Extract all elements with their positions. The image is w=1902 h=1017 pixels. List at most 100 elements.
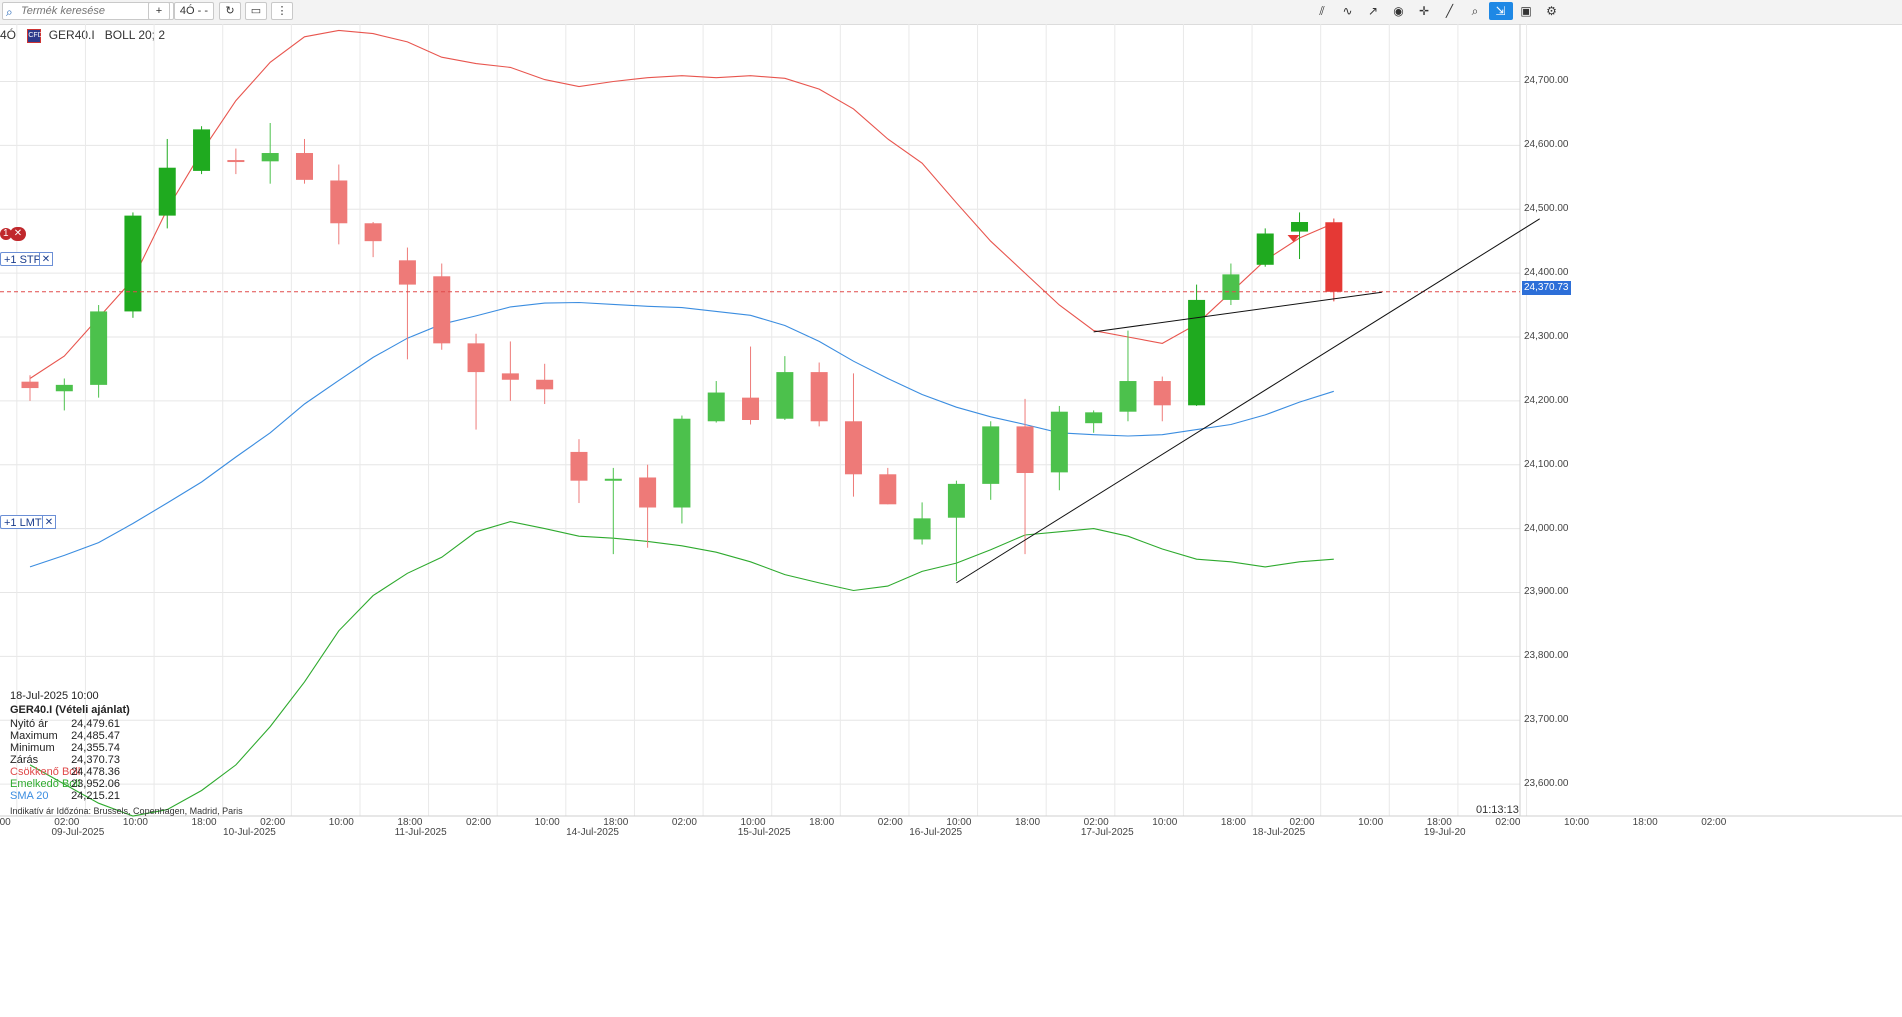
candle bbox=[1188, 284, 1206, 406]
candle-body bbox=[810, 372, 828, 422]
candle-body bbox=[1085, 412, 1103, 424]
x-time-label: 02:00 bbox=[466, 817, 492, 828]
cancel-all-orders-icon[interactable]: ✕ bbox=[10, 227, 26, 241]
timeframe-selector[interactable]: 4Ó - - bbox=[174, 2, 214, 20]
candle bbox=[1085, 410, 1103, 433]
x-time-label: 18:00 bbox=[397, 817, 423, 828]
candle bbox=[1119, 330, 1137, 422]
limit-order-tag[interactable]: +1 LMT bbox=[0, 515, 46, 529]
x-time-label: 10:00 bbox=[946, 817, 972, 828]
candle-body bbox=[227, 160, 245, 163]
x-time-label: 18:00 bbox=[0, 817, 11, 828]
stop-order-close-icon[interactable]: ✕ bbox=[39, 252, 53, 266]
candle bbox=[1325, 218, 1343, 302]
y-tick-label: 24,100.00 bbox=[1524, 458, 1569, 470]
x-time-label: 10:00 bbox=[740, 817, 766, 828]
alert-marker bbox=[1287, 234, 1300, 242]
x-time-label: 10:00 bbox=[1358, 817, 1384, 828]
camera-icon[interactable]: ▣ bbox=[1520, 4, 1532, 18]
x-time-label: 18:00 bbox=[191, 817, 217, 828]
candle-body bbox=[1188, 299, 1206, 406]
candle bbox=[433, 263, 451, 350]
settings-icon[interactable]: ⚙ bbox=[1546, 4, 1557, 18]
candle bbox=[21, 375, 39, 401]
candle bbox=[776, 356, 794, 420]
candle bbox=[261, 123, 279, 184]
x-time-label: 18:00 bbox=[1220, 817, 1246, 828]
x-time-label: 02:00 bbox=[260, 817, 286, 828]
order-count-badge[interactable]: 1 bbox=[0, 228, 12, 240]
candle bbox=[982, 421, 1000, 500]
legend-instrument[interactable]: GER40.I bbox=[48, 28, 95, 42]
info-row-label: Zárás bbox=[10, 754, 39, 766]
crosshair-icon[interactable]: ✛ bbox=[1418, 4, 1430, 18]
x-time-label: 10:00 bbox=[1564, 817, 1590, 828]
x-time-label: 10:00 bbox=[534, 817, 560, 828]
candle-body bbox=[604, 478, 622, 481]
refresh-button[interactable]: ↻ bbox=[219, 2, 241, 20]
x-time-label: 02:00 bbox=[54, 817, 80, 828]
candle bbox=[1256, 228, 1274, 267]
candle bbox=[810, 362, 828, 427]
candle-body bbox=[639, 477, 657, 508]
candle-body bbox=[844, 421, 862, 475]
zoom-icon[interactable]: ⌕ bbox=[1471, 4, 1479, 18]
y-tick-label: 24,400.00 bbox=[1524, 267, 1569, 279]
x-time-label: 02:00 bbox=[671, 817, 697, 828]
candle-body bbox=[1119, 381, 1137, 412]
candle bbox=[1153, 376, 1171, 422]
product-search[interactable]: ⌕ bbox=[2, 2, 174, 20]
info-row-label: Csökkenő Boll bbox=[10, 766, 81, 778]
candle bbox=[467, 333, 485, 430]
candle bbox=[1016, 398, 1034, 555]
add-button[interactable]: + bbox=[148, 2, 170, 20]
cfd-badge: CFD bbox=[27, 28, 43, 43]
candle bbox=[398, 247, 416, 360]
info-row-label: Nyitó ár bbox=[10, 718, 48, 730]
info-row: Nyitó ár 24,479.61 bbox=[10, 718, 120, 730]
candle bbox=[124, 212, 142, 318]
chart-type-button[interactable]: ▭ bbox=[245, 2, 267, 20]
bar-chart-icon[interactable]: ⫽ bbox=[1319, 4, 1325, 18]
candle bbox=[1222, 263, 1240, 306]
draw-line-icon[interactable]: ↗ bbox=[1367, 4, 1379, 18]
info-row-value: 24,479.61 bbox=[71, 718, 120, 730]
candle-body bbox=[776, 372, 794, 419]
candle-body bbox=[879, 474, 897, 505]
candle bbox=[1291, 212, 1309, 260]
search-input[interactable] bbox=[21, 4, 171, 18]
candle-body bbox=[21, 381, 39, 389]
candle-body bbox=[1325, 222, 1343, 292]
info-title: GER40.I (Vételi ajánlat) bbox=[10, 704, 130, 716]
top-toolbar: ⌕ + 4Ó - - ↻ ▭ ⋮ ⫽ ∿ ↗ ◉ ✛ ╱ ⌕ ⇲ ▣ ⚙ bbox=[0, 0, 1902, 25]
candle bbox=[1050, 405, 1068, 491]
info-row-value: 24,215.21 bbox=[71, 790, 120, 802]
x-time-label: 02:00 bbox=[1495, 817, 1521, 828]
x-time-label: 18:00 bbox=[1015, 817, 1041, 828]
x-time-label: 18:00 bbox=[1632, 817, 1658, 828]
info-row: Minimum 24,355.74 bbox=[10, 742, 120, 754]
info-row-value: 24,355.74 bbox=[71, 742, 120, 754]
candle-body bbox=[90, 311, 108, 385]
info-row: Zárás 24,370.73 bbox=[10, 754, 120, 766]
eye-icon[interactable]: ◉ bbox=[1393, 4, 1404, 18]
bollinger-bands bbox=[29, 29, 1335, 817]
x-time-label: 10:00 bbox=[1152, 817, 1178, 828]
trendline-icon[interactable]: ╱ bbox=[1445, 4, 1454, 18]
line-chart-icon[interactable]: ∿ bbox=[1342, 4, 1353, 18]
more-button[interactable]: ⋮ bbox=[271, 2, 293, 20]
limit-order-close-icon[interactable]: ✕ bbox=[42, 515, 56, 529]
candle-body bbox=[158, 167, 176, 216]
upper-band-line bbox=[29, 29, 1335, 379]
lower-band-line bbox=[29, 521, 1334, 817]
info-row: Maximum 24,485.47 bbox=[10, 730, 120, 742]
search-icon: ⌕ bbox=[6, 5, 13, 19]
legend-indicator[interactable]: BOLL 20; 2 bbox=[104, 28, 166, 42]
stop-order-tag[interactable]: +1 STP bbox=[0, 252, 45, 266]
x-time-label: 02:00 bbox=[1289, 817, 1315, 828]
trendline bbox=[956, 218, 1540, 584]
fullscreen-icon[interactable]: ⇲ bbox=[1488, 2, 1513, 20]
candle-body bbox=[467, 343, 485, 373]
info-datetime: 18-Jul-2025 10:00 bbox=[10, 690, 99, 702]
